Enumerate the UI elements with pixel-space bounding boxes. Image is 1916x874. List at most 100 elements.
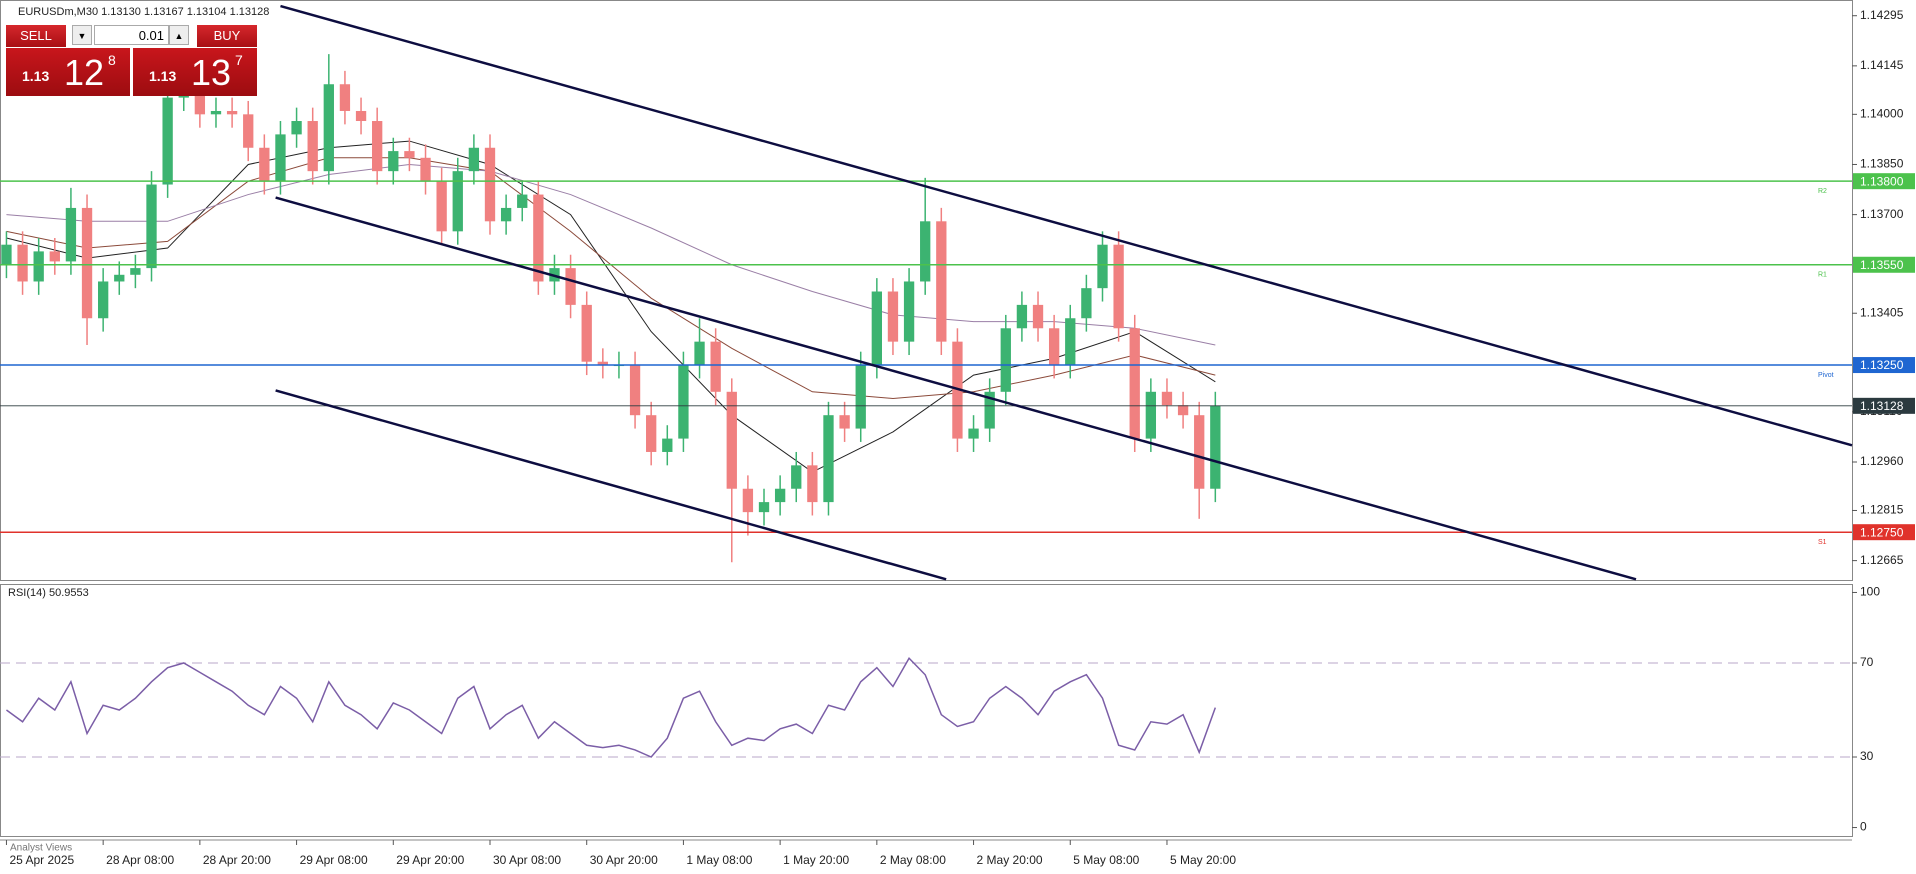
candle-body [500,207,512,222]
candle-body [1016,304,1028,329]
rsi-frame [0,584,1853,837]
y-tick-label: 1.13405 [1860,305,1904,319]
candle-body [565,268,576,305]
x-tick-label: 28 Apr 08:00 [106,853,174,867]
x-tick-label: 1 May 08:00 [686,853,752,867]
level-label: 1.12750 [1860,525,1904,539]
candle-body [984,391,995,429]
candle-body [162,97,173,185]
candle-body [323,84,334,172]
candle-body [968,428,979,439]
y-tick-label: 0 [1860,820,1867,834]
candle-body [1000,328,1011,392]
lot-up[interactable]: ▲ [169,25,189,45]
trendline [275,196,1637,581]
x-tick-label: 25 Apr 2025 [9,853,74,867]
y-tick-label: 1.14295 [1860,8,1904,22]
x-tick-label: 28 Apr 20:00 [203,853,271,867]
x-tick-label: 30 Apr 08:00 [493,853,561,867]
candle-body [726,391,737,489]
candle-body [339,84,351,111]
candle-body [275,134,286,182]
candle-body [920,221,931,282]
candle-body [1145,391,1157,439]
x-tick-label: 1 May 20:00 [783,853,849,867]
candle-body [452,171,463,232]
candle-body [1194,415,1205,489]
moving-average [6,140,1216,473]
lot-input[interactable]: 0.01 [94,25,169,45]
candle-body [1097,244,1108,289]
big-figure: 1.13 [149,68,177,84]
level-tag: S1 [1818,539,1827,546]
y-tick-label: 1.14145 [1860,58,1904,72]
candle-body [355,110,367,122]
x-tick-label: 5 May 08:00 [1073,853,1139,867]
candle-body [1048,328,1060,366]
trendline [280,4,1853,447]
candle-body [243,114,254,148]
candle-body [388,151,399,172]
y-tick-label: 1.12960 [1860,454,1904,468]
candle-body [259,147,270,182]
candle-body [468,147,480,172]
candle-body [807,465,818,503]
candle-body [1,244,12,265]
rsi-title: RSI(14) 50.9553 [8,587,89,599]
candle-body [17,244,28,282]
candle-body [694,341,705,366]
candle-body [710,341,721,392]
sell-price[interactable]: 1.13 12 8 [6,48,130,96]
candle-body [226,110,238,115]
y-tick-label: 1.12665 [1860,553,1904,567]
candle-body [114,274,125,282]
candle-body [436,181,447,232]
y-tick-label: 1.13850 [1860,157,1904,171]
candle-body [871,291,882,366]
y-tick-label: 100 [1860,585,1880,599]
pips: 13 [191,52,232,93]
candle-body [839,415,850,429]
candle-body [646,415,657,452]
trendline [275,389,947,581]
level-tag: Pivot [1818,372,1834,379]
candle-body [662,438,673,452]
candle-body [774,488,786,503]
candle-body [97,281,109,319]
level-tag: R1 [1818,272,1827,279]
candle-body [1129,328,1140,439]
candle-body [823,415,834,503]
candle-body [1210,405,1221,489]
candle-body [903,281,915,342]
x-tick-label: 29 Apr 20:00 [396,853,464,867]
x-tick-label: 2 May 08:00 [880,853,946,867]
candle-body [887,291,899,342]
footer-tab: Analyst Views [10,843,72,854]
candle-body [791,465,802,489]
candle-body [372,121,383,172]
y-tick-label: 1.12815 [1860,503,1904,517]
buy-button[interactable]: BUY [197,25,257,47]
candle-body [49,251,60,262]
level-label-box [1853,357,1915,374]
x-tick-label: 29 Apr 08:00 [300,853,368,867]
level-tag: R2 [1818,188,1827,195]
candle-body [1177,405,1189,416]
candle-body [855,365,866,429]
buy-price[interactable]: 1.13 13 7 [133,48,257,96]
level-label: 1.13800 [1860,174,1904,188]
price-frame [0,0,1853,581]
candle-body [130,268,141,275]
y-tick-label: 30 [1860,749,1874,763]
level-label: 1.13128 [1860,399,1904,413]
candle-body [1032,304,1044,329]
sell-button[interactable]: SELL [6,25,66,47]
candle-body [1081,288,1092,319]
candle-body [194,87,206,115]
candle-body [484,147,496,222]
level-label-box [1853,256,1915,273]
level-label-box [1853,173,1915,190]
lot-down[interactable]: ▼ [72,25,92,45]
